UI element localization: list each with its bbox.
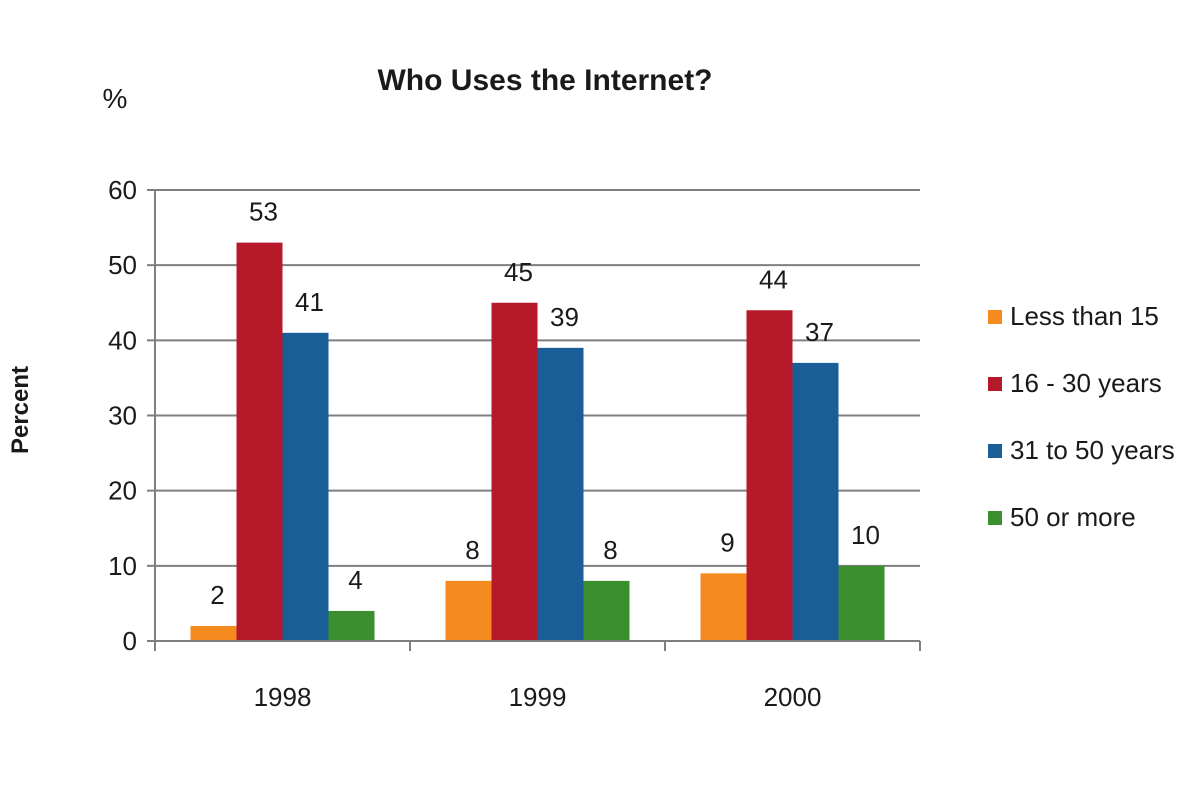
axes: 0 10 20 30 40 50 60 1998 1999 2000	[108, 175, 921, 712]
bar-2000-2	[792, 362, 839, 641]
legend-label: Less than 15	[1010, 301, 1159, 331]
data-label: 41	[295, 287, 324, 317]
unit-label: %	[103, 83, 128, 114]
legend-swatch	[988, 511, 1002, 525]
chart-title: Who Uses the Internet?	[377, 64, 712, 97]
bar-2000-3	[838, 565, 885, 641]
bar-1998-2	[282, 332, 329, 641]
data-labels: 2 53 41 4 8 45 39 8 9 44 37 10	[210, 197, 880, 610]
y-axis-title: Percent	[7, 366, 34, 454]
legend-label: 16 - 30 years	[1010, 368, 1162, 398]
data-label: 10	[851, 520, 880, 550]
bar-1999-1	[491, 302, 538, 641]
x-tick-label: 2000	[764, 682, 822, 712]
data-label: 45	[504, 257, 533, 287]
bar-1999-3	[583, 580, 630, 641]
data-label: 4	[348, 565, 362, 595]
legend-swatch	[988, 444, 1002, 458]
legend-swatch	[988, 377, 1002, 391]
legend: Less than 15 16 - 30 years 31 to 50 years 5…	[988, 301, 1175, 532]
y-tick-label: 60	[108, 175, 137, 205]
data-label: 8	[603, 535, 617, 565]
data-label: 37	[805, 317, 834, 347]
bar-1998-1	[236, 242, 283, 641]
y-tick-label: 40	[108, 325, 137, 355]
legend-label: 50 or more	[1010, 502, 1136, 532]
bar-1999-2	[537, 347, 584, 641]
x-tick-label: 1998	[254, 682, 312, 712]
bar-1998-0	[190, 625, 237, 641]
bar-2000-1	[746, 310, 793, 641]
data-label: 39	[550, 302, 579, 332]
data-label: 53	[249, 197, 278, 227]
x-tick-label: 1999	[509, 682, 567, 712]
y-tick-label: 30	[108, 401, 137, 431]
bars	[190, 242, 885, 641]
bar-1998-3	[328, 610, 375, 641]
legend-swatch	[988, 310, 1002, 324]
data-label: 9	[720, 527, 734, 557]
bar-2000-0	[700, 573, 747, 641]
y-tick-label: 50	[108, 250, 137, 280]
data-label: 8	[465, 535, 479, 565]
bar-1999-0	[445, 580, 492, 641]
data-label: 2	[210, 580, 224, 610]
data-label: 44	[759, 264, 788, 294]
legend-label: 31 to 50 years	[1010, 435, 1175, 465]
y-tick-label: 20	[108, 476, 137, 506]
y-tick-label: 10	[108, 551, 137, 581]
y-tick-label: 0	[123, 626, 137, 656]
